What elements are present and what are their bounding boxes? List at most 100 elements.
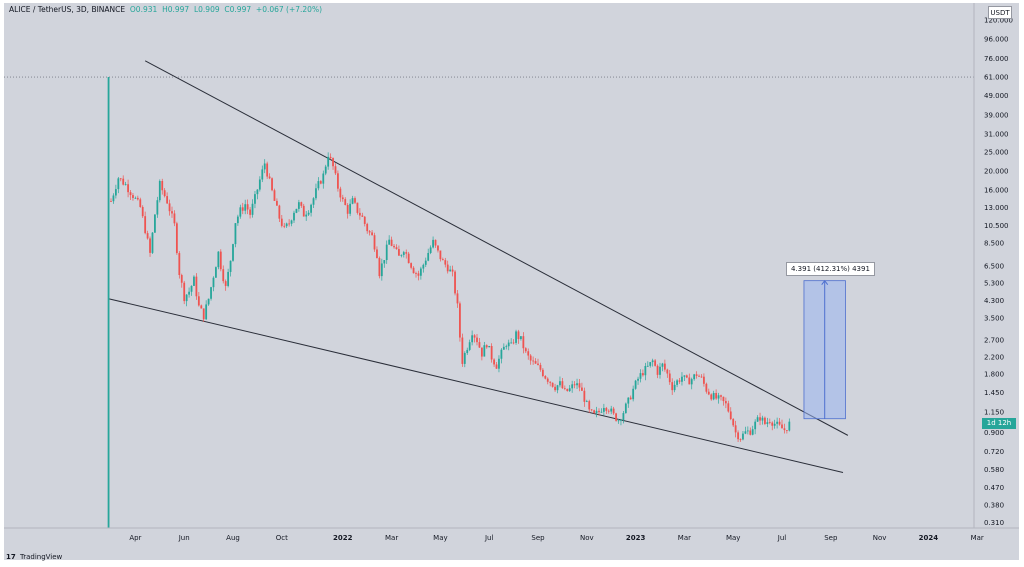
candle-body bbox=[295, 208, 298, 213]
candle-body bbox=[768, 422, 771, 424]
candle-body bbox=[234, 223, 237, 245]
candle-body bbox=[266, 163, 269, 177]
candle-body bbox=[773, 423, 776, 426]
trendline-lower[interactable] bbox=[108, 298, 844, 474]
candle-body bbox=[688, 377, 691, 385]
candle-body bbox=[588, 401, 591, 410]
candle-body bbox=[459, 303, 461, 338]
measure-arrow-head bbox=[821, 279, 829, 285]
candle-body bbox=[483, 345, 486, 357]
candle-body bbox=[439, 250, 442, 260]
candle-body bbox=[451, 269, 454, 272]
candle-body bbox=[556, 385, 559, 391]
candle-body bbox=[732, 419, 735, 426]
candle-body bbox=[683, 375, 686, 377]
candle-body bbox=[534, 361, 537, 364]
candle-body bbox=[398, 249, 400, 256]
candle-body bbox=[578, 383, 581, 388]
price-tick-label: 39.000 bbox=[984, 111, 1009, 119]
candle-body bbox=[649, 362, 652, 366]
candle-body bbox=[500, 349, 503, 359]
time-tick-label: May bbox=[726, 534, 740, 542]
candle-body bbox=[571, 384, 574, 389]
candle-body bbox=[720, 395, 722, 397]
candle-body bbox=[549, 381, 552, 383]
chart-frame[interactable]: 120.000 96.000 76.000 61.000 49.000 39.000 31.… bbox=[4, 3, 1019, 560]
price-tick-label: 49.000 bbox=[984, 92, 1009, 100]
candle-body bbox=[568, 388, 571, 392]
candle-body bbox=[161, 181, 164, 191]
candle-body bbox=[590, 409, 593, 411]
candle-body bbox=[463, 352, 466, 364]
time-tick-label: Oct bbox=[276, 534, 288, 542]
candle-body bbox=[629, 397, 632, 400]
candle-body bbox=[232, 244, 234, 261]
candle-body bbox=[441, 259, 444, 261]
price-tick-label: 2.200 bbox=[984, 354, 1004, 362]
candle-body bbox=[327, 156, 330, 167]
candle-body bbox=[617, 420, 620, 422]
candle-body bbox=[610, 408, 613, 412]
candle-body bbox=[251, 203, 254, 215]
candle-body bbox=[634, 380, 637, 389]
candle-body bbox=[444, 260, 447, 265]
price-tick-label: 1.150 bbox=[984, 408, 1004, 416]
candle-body bbox=[644, 365, 647, 376]
time-tick-label: Jul bbox=[777, 534, 787, 542]
candle-body bbox=[268, 176, 271, 179]
candle-body bbox=[241, 207, 244, 211]
price-tick-label: 8.500 bbox=[984, 240, 1004, 248]
measure-label: 4.391 (412.31%) 4391 bbox=[786, 262, 875, 276]
price-tick-label: 76.000 bbox=[984, 55, 1009, 63]
candle-body bbox=[659, 366, 661, 375]
candle-body bbox=[434, 239, 437, 246]
candle-body bbox=[488, 346, 491, 348]
candle-body bbox=[388, 239, 391, 245]
price-tick-label: 25.000 bbox=[984, 149, 1009, 157]
footer-brand[interactable]: 17 TradingView bbox=[6, 553, 62, 561]
time-axis: Apr Jun Aug Oct 2022 Mar May Jul Sep Nov 2023 Mar Ma… bbox=[129, 534, 984, 542]
candle-body bbox=[132, 195, 134, 198]
candle-body bbox=[681, 376, 683, 382]
time-tick-label: Jun bbox=[178, 534, 190, 542]
trendline-upper[interactable] bbox=[144, 60, 849, 436]
candle-body bbox=[432, 239, 434, 248]
candle-body bbox=[422, 264, 425, 269]
candle-body bbox=[493, 359, 495, 365]
candle-body bbox=[197, 296, 200, 306]
price-tick-label: 13.000 bbox=[984, 204, 1009, 212]
chart-canvas[interactable]: 120.000 96.000 76.000 61.000 49.000 39.000 31.… bbox=[4, 3, 1019, 560]
candle-body bbox=[183, 282, 186, 302]
candle-body bbox=[283, 225, 286, 227]
candle-body bbox=[605, 407, 608, 411]
candle-body bbox=[727, 403, 730, 412]
candle-body bbox=[180, 275, 183, 283]
candle-body bbox=[290, 220, 293, 224]
open-value: O0.931 bbox=[129, 5, 158, 14]
candle-body bbox=[566, 388, 569, 392]
candle-body bbox=[524, 348, 527, 352]
candle-body bbox=[602, 407, 605, 412]
candle-body bbox=[244, 204, 247, 211]
candle-body bbox=[158, 181, 161, 201]
candle-body bbox=[210, 287, 212, 299]
price-tick-label: 6.500 bbox=[984, 262, 1004, 270]
currency-button[interactable]: USDT bbox=[988, 6, 1012, 19]
candle-body bbox=[119, 178, 122, 180]
candle-body bbox=[764, 417, 766, 424]
candle-body bbox=[454, 271, 456, 294]
symbol-label[interactable]: ALICE / TetherUS, 3D, BINANCE bbox=[9, 5, 126, 14]
time-tick-label: 2024 bbox=[919, 534, 939, 542]
candle-body bbox=[168, 203, 171, 212]
time-tick-label: Nov bbox=[580, 534, 594, 542]
candle-body bbox=[627, 397, 630, 404]
candle-body bbox=[254, 194, 256, 204]
candle-body bbox=[654, 360, 657, 366]
candle-body bbox=[114, 189, 117, 196]
candle-body bbox=[376, 249, 378, 259]
candle-body bbox=[293, 212, 295, 221]
price-tick-label: 16.000 bbox=[984, 186, 1009, 194]
candle-body bbox=[495, 364, 498, 369]
candle-body bbox=[366, 223, 369, 232]
price-tick-label: 0.380 bbox=[984, 502, 1004, 510]
